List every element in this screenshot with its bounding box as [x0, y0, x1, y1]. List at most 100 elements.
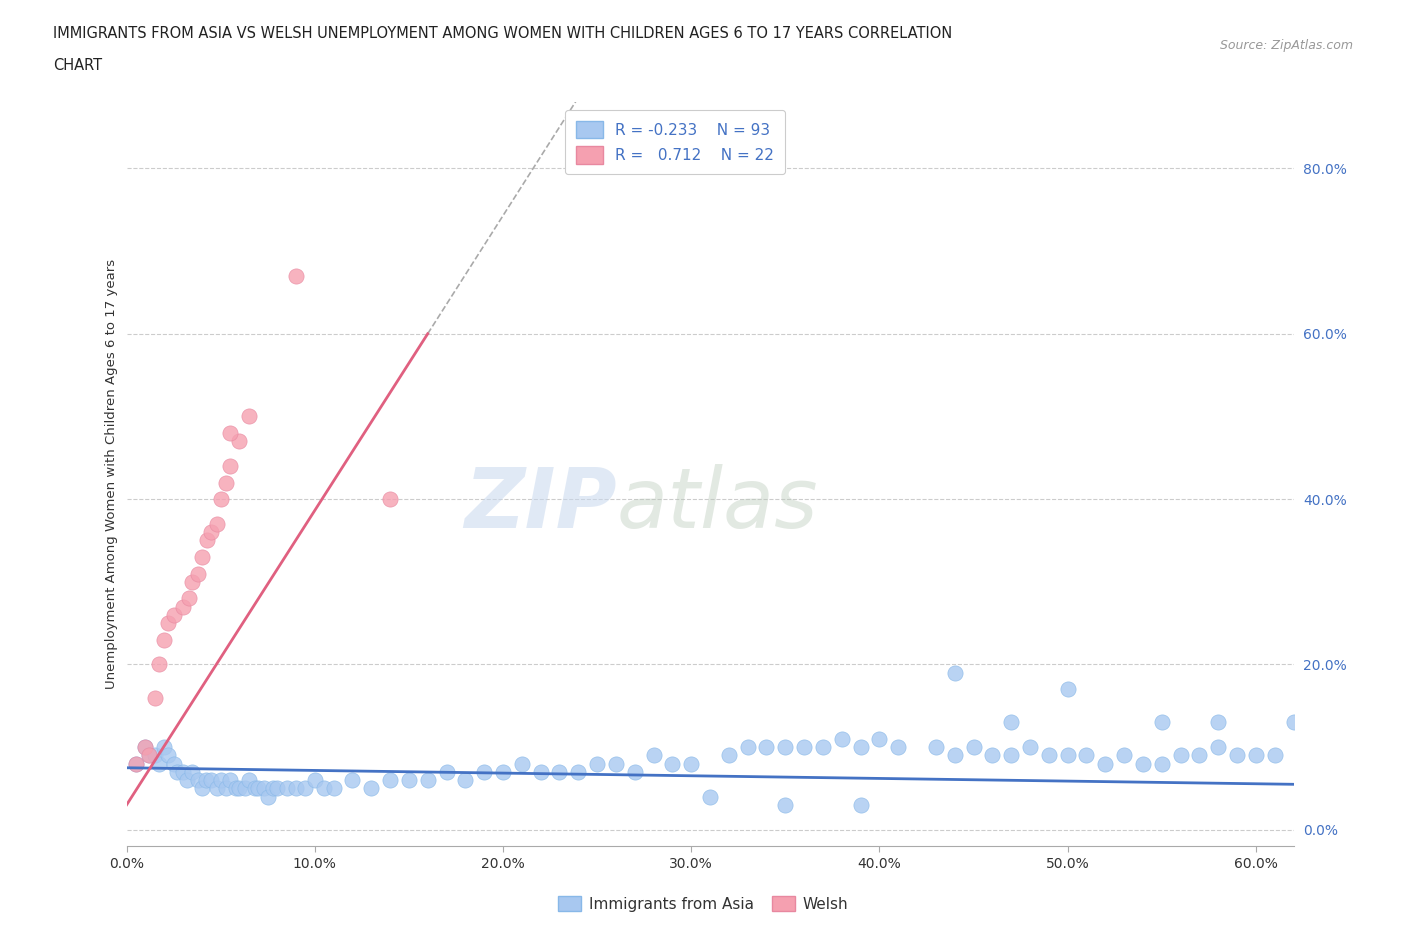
Point	[1000, 715, 1022, 730]
Point	[138, 748, 160, 763]
Point	[360, 781, 382, 796]
Point	[1244, 748, 1267, 763]
Point	[436, 764, 458, 779]
Point	[215, 781, 238, 796]
Point	[138, 748, 160, 763]
Point	[200, 773, 222, 788]
Point	[197, 533, 219, 548]
Point	[200, 525, 222, 539]
Point	[134, 739, 156, 754]
Point	[153, 739, 176, 754]
Point	[176, 773, 198, 788]
Point	[943, 748, 966, 763]
Point	[981, 748, 1004, 763]
Point	[238, 773, 260, 788]
Point	[1114, 748, 1136, 763]
Point	[243, 781, 266, 796]
Point	[247, 781, 270, 796]
Point	[153, 632, 176, 647]
Point	[181, 575, 204, 590]
Point	[811, 739, 834, 754]
Point	[1000, 748, 1022, 763]
Point	[567, 764, 589, 779]
Point	[775, 798, 797, 813]
Point	[191, 781, 214, 796]
Point	[209, 773, 232, 788]
Point	[219, 458, 242, 473]
Point	[219, 773, 242, 788]
Point	[492, 764, 515, 779]
Point	[1056, 748, 1078, 763]
Point	[623, 764, 645, 779]
Point	[256, 790, 278, 804]
Point	[172, 764, 194, 779]
Point	[868, 731, 890, 746]
Point	[1038, 748, 1060, 763]
Point	[643, 748, 665, 763]
Point	[228, 781, 250, 796]
Point	[209, 492, 232, 507]
Y-axis label: Unemployment Among Women with Children Ages 6 to 17 years: Unemployment Among Women with Children A…	[105, 259, 118, 689]
Point	[276, 781, 298, 796]
Point	[156, 616, 179, 631]
Point	[342, 773, 364, 788]
Point	[605, 756, 627, 771]
Point	[253, 781, 276, 796]
Point	[398, 773, 420, 788]
Point	[143, 748, 166, 763]
Point	[215, 475, 238, 490]
Point	[831, 731, 853, 746]
Point	[1094, 756, 1116, 771]
Point	[148, 756, 170, 771]
Point	[1056, 682, 1078, 697]
Point	[548, 764, 571, 779]
Point	[1206, 739, 1229, 754]
Point	[205, 781, 228, 796]
Point	[416, 773, 439, 788]
Point	[228, 433, 250, 448]
Point	[181, 764, 204, 779]
Point	[172, 599, 194, 614]
Point	[134, 739, 156, 754]
Point	[849, 739, 872, 754]
Point	[661, 756, 683, 771]
Point	[1150, 715, 1173, 730]
Point	[177, 591, 200, 605]
Text: Source: ZipAtlas.com: Source: ZipAtlas.com	[1219, 39, 1353, 52]
Point	[925, 739, 948, 754]
Point	[166, 764, 188, 779]
Point	[1170, 748, 1192, 763]
Point	[314, 781, 336, 796]
Point	[233, 781, 256, 796]
Point	[510, 756, 533, 771]
Point	[205, 516, 228, 531]
Point	[238, 409, 260, 424]
Point	[162, 756, 184, 771]
Point	[1282, 715, 1305, 730]
Point	[1150, 756, 1173, 771]
Point	[304, 773, 326, 788]
Point	[472, 764, 495, 779]
Point	[378, 492, 401, 507]
Text: IMMIGRANTS FROM ASIA VS WELSH UNEMPLOYMENT AMONG WOMEN WITH CHILDREN AGES 6 TO 1: IMMIGRANTS FROM ASIA VS WELSH UNEMPLOYME…	[53, 26, 953, 41]
Point	[775, 739, 797, 754]
Point	[143, 690, 166, 705]
Point	[156, 748, 179, 763]
Point	[284, 269, 307, 284]
Point	[266, 781, 288, 796]
Point	[530, 764, 553, 779]
Text: ZIP: ZIP	[464, 463, 617, 545]
Point	[1264, 748, 1286, 763]
Legend: Immigrants from Asia, Welsh: Immigrants from Asia, Welsh	[551, 889, 855, 918]
Point	[284, 781, 307, 796]
Point	[187, 566, 209, 581]
Point	[148, 657, 170, 671]
Point	[225, 781, 247, 796]
Point	[378, 773, 401, 788]
Point	[1076, 748, 1098, 763]
Point	[1206, 715, 1229, 730]
Text: atlas: atlas	[617, 463, 818, 545]
Point	[887, 739, 910, 754]
Point	[219, 426, 242, 441]
Point	[294, 781, 316, 796]
